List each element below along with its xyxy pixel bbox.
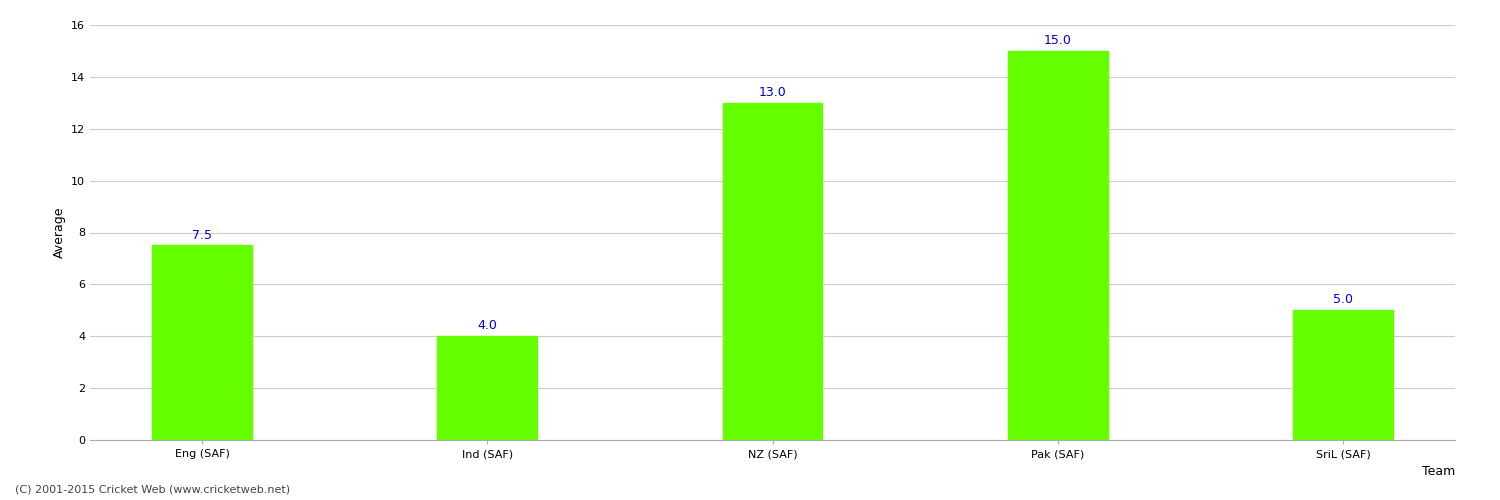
Text: 4.0: 4.0	[477, 320, 496, 332]
Text: 15.0: 15.0	[1044, 34, 1071, 47]
X-axis label: Team: Team	[1422, 464, 1455, 477]
Bar	[438, 336, 537, 440]
Bar	[1293, 310, 1394, 440]
Bar	[152, 246, 252, 440]
Text: 7.5: 7.5	[192, 228, 211, 241]
Y-axis label: Average: Average	[53, 207, 66, 258]
Text: (C) 2001-2015 Cricket Web (www.cricketweb.net): (C) 2001-2015 Cricket Web (www.cricketwe…	[15, 485, 290, 495]
Bar	[1008, 51, 1107, 440]
Text: 5.0: 5.0	[1334, 294, 1353, 306]
Bar	[723, 103, 822, 440]
Text: 13.0: 13.0	[759, 86, 786, 99]
